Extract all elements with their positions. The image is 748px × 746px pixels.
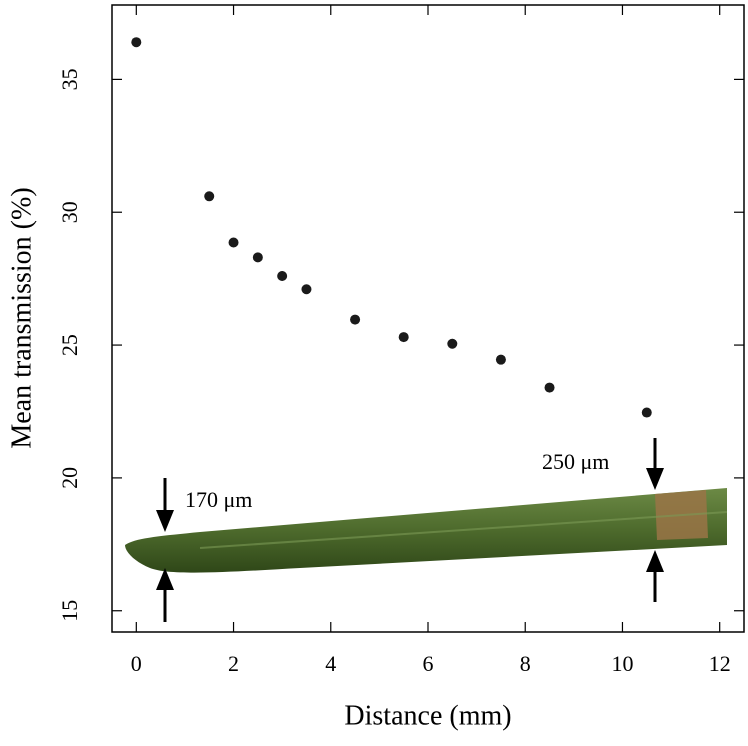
x-tick-label: 0 — [131, 651, 142, 676]
data-point — [252, 252, 263, 263]
y-tick-label: 20 — [57, 467, 82, 489]
x-tick-label: 4 — [325, 651, 336, 676]
y-tick-label: 35 — [57, 68, 82, 90]
data-point — [447, 338, 458, 349]
data-point — [350, 314, 361, 325]
x-tick-label: 12 — [709, 651, 731, 676]
x-tick-label: 10 — [611, 651, 633, 676]
x-axis-title: Distance (mm) — [344, 700, 511, 731]
data-point — [301, 284, 312, 295]
y-tick-label: 25 — [57, 334, 82, 356]
data-point — [495, 354, 506, 365]
y-tick-label: 15 — [57, 600, 82, 622]
data-point — [228, 237, 239, 248]
data-point — [131, 37, 142, 48]
data-point — [277, 270, 288, 281]
leaf-image — [125, 488, 728, 573]
y-tick-label: 30 — [57, 201, 82, 223]
arrows — [156, 438, 664, 622]
data-point — [204, 191, 215, 202]
data-point — [641, 407, 652, 418]
x-tick-label: 6 — [423, 651, 434, 676]
x-tick-label: 2 — [228, 651, 239, 676]
annotation: 170 μm — [185, 487, 252, 512]
y-axis-title: Mean transmission (%) — [6, 187, 37, 448]
data-point — [544, 382, 555, 393]
x-tick-label: 8 — [520, 651, 531, 676]
annotation: 250 μm — [542, 449, 609, 474]
data-point — [398, 332, 409, 343]
